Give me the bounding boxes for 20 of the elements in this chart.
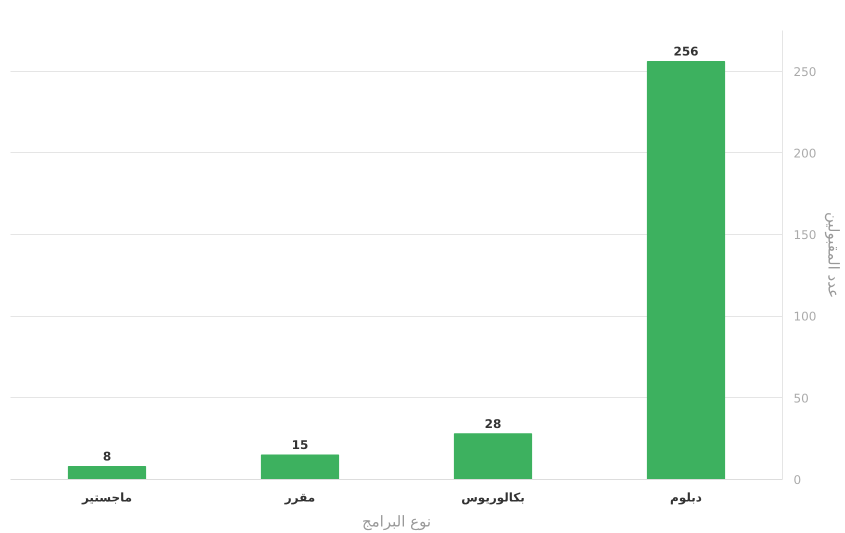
y-tick-label: 150 [794,228,816,242]
bar [646,61,726,480]
y-tick-label: 250 [794,64,816,79]
y-tick-label: 50 [794,391,809,406]
y-tick-label: 100 [794,310,816,324]
bar [260,454,340,480]
y-tick-label: 200 [794,146,816,160]
data-label: 256 [673,44,699,59]
x-tick-label: بكالوريوس [461,490,525,504]
data-label: 15 [292,438,308,452]
x-tick-label: مقرر [284,490,316,504]
x-axis-title: نوع البرامج [362,512,432,530]
data-label: 28 [484,416,502,431]
bar [454,433,532,480]
bar [68,466,146,480]
data-label: 8 [102,449,112,464]
y-tick-label: 0 [794,473,802,487]
y-axis-title: عدد المقبولين [824,212,842,298]
x-tick-label: دبلوم [670,490,702,504]
x-tick-label: ماجستير [80,490,132,504]
